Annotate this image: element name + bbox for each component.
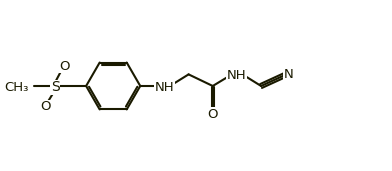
Text: N: N <box>283 68 293 81</box>
Text: NH: NH <box>227 69 247 82</box>
Text: O: O <box>207 108 218 121</box>
Text: S: S <box>51 81 60 95</box>
Text: CH₃: CH₃ <box>4 81 28 94</box>
Text: O: O <box>60 60 70 73</box>
Text: O: O <box>40 100 51 113</box>
Text: NH: NH <box>154 81 174 94</box>
